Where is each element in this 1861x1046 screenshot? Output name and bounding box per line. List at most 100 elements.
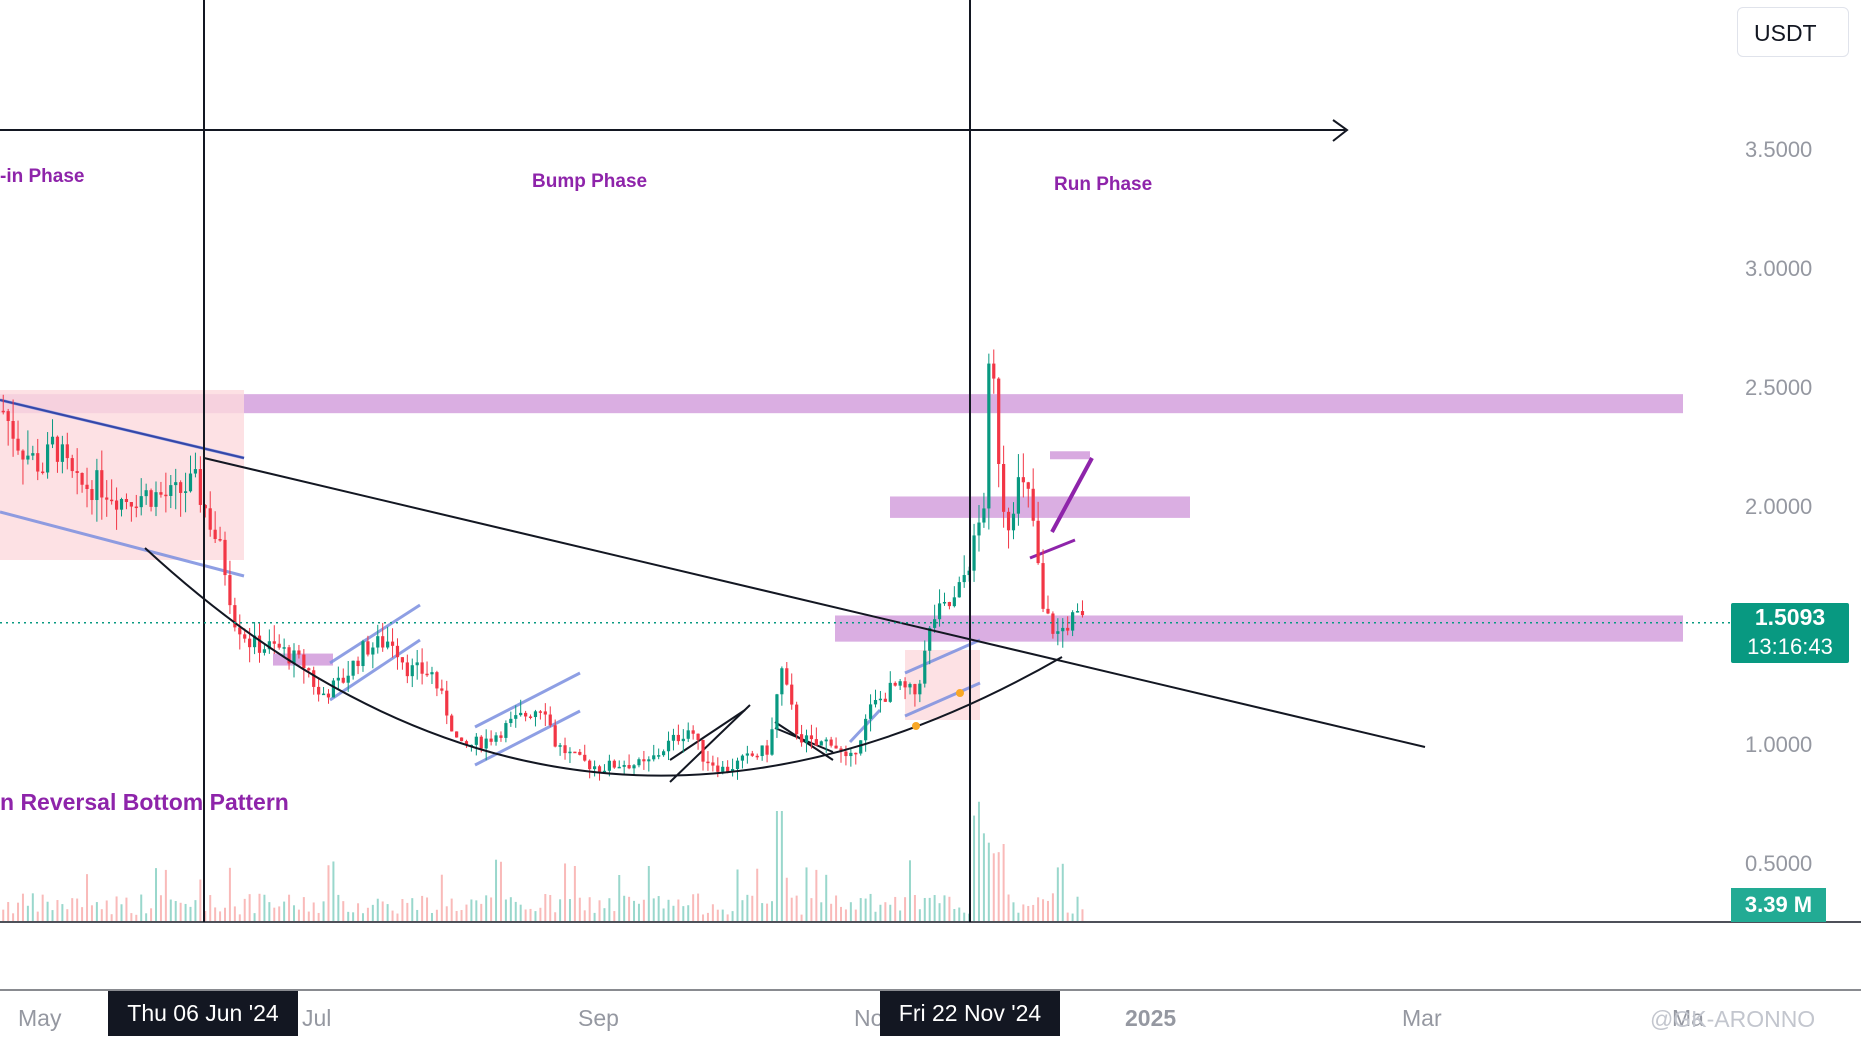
candle-body <box>809 735 814 740</box>
volume-bar <box>894 896 897 921</box>
candle-body <box>464 741 469 745</box>
volume-bar <box>51 910 54 921</box>
volume-bar <box>706 912 709 921</box>
wedge-line <box>669 709 746 761</box>
candle-body <box>844 751 848 757</box>
candle-body <box>95 470 99 501</box>
volume-bar <box>189 906 192 921</box>
candle-body <box>356 660 360 667</box>
volume-bar <box>396 913 399 921</box>
candle-body <box>484 738 488 749</box>
volume-bar <box>603 908 606 921</box>
volume-bar <box>544 894 547 921</box>
volume-bar <box>874 911 877 921</box>
candle-body <box>657 755 661 757</box>
volume-bar <box>135 914 138 921</box>
candle-body <box>474 736 478 745</box>
volume-bar <box>194 900 197 921</box>
volume-bar <box>771 901 774 921</box>
channel-zone <box>905 650 980 720</box>
candle-body <box>36 453 40 472</box>
candle-body <box>947 601 952 607</box>
volume-bar <box>224 907 226 921</box>
volume-bar <box>169 899 172 921</box>
price-axis: 3.5000 3.0000 2.5000 2.0000 1.0000 0.5000 <box>1745 137 1812 876</box>
candle-body <box>524 712 528 717</box>
volume-bar <box>746 894 749 921</box>
candle-body <box>459 737 464 742</box>
volume-bar <box>440 874 443 921</box>
candle-body <box>528 716 533 718</box>
candle-body <box>602 770 607 773</box>
candle-body <box>208 508 212 530</box>
volume-bars <box>2 801 1084 921</box>
volume-bar <box>992 853 995 921</box>
candle-body <box>114 500 119 510</box>
candle-body <box>1056 631 1060 634</box>
volume-bar <box>815 869 818 921</box>
candle-body <box>804 735 809 743</box>
volume-bar <box>1061 863 1064 921</box>
candle-body <box>617 766 621 769</box>
volume-bar <box>426 897 429 921</box>
volume-bar <box>204 910 207 921</box>
candle-body <box>139 496 143 508</box>
volume-bar <box>1051 893 1054 921</box>
volume-bar <box>1017 912 1020 921</box>
volume-bar <box>800 914 803 921</box>
volume-bar <box>470 899 473 921</box>
flag-line <box>1050 457 1094 533</box>
volume-bar <box>317 912 320 921</box>
candle-body <box>119 498 124 510</box>
volume-bar <box>430 912 433 921</box>
candle-body <box>6 411 10 421</box>
volume-bar <box>155 868 158 921</box>
candle-body <box>252 635 257 648</box>
phase-label: -in Phase <box>0 166 84 187</box>
candle-body <box>661 751 666 756</box>
channel-line <box>474 671 581 729</box>
volume-bar <box>1012 902 1015 921</box>
volume-bar <box>386 904 389 921</box>
volume-bar <box>519 904 522 921</box>
volume-bar <box>347 911 350 921</box>
candle-body <box>942 601 947 604</box>
volume-bar <box>273 907 276 921</box>
volume-bar <box>480 903 483 921</box>
candle-body <box>888 682 892 702</box>
candle-body <box>982 508 986 523</box>
candle-body <box>1036 520 1040 564</box>
volume-bar <box>145 913 148 921</box>
volume-bar <box>1042 899 1045 921</box>
time-tick-label: 2025 <box>1125 1005 1176 1031</box>
candle-body <box>519 712 523 716</box>
volume-bar <box>879 904 882 921</box>
volume-bar <box>150 908 153 921</box>
candle-body <box>898 681 902 686</box>
currency-button[interactable]: USDT <box>1737 7 1849 57</box>
volume-bar <box>958 907 961 921</box>
volume-bar <box>238 914 241 921</box>
volume-bar <box>780 811 783 921</box>
volume-bar <box>357 903 360 921</box>
candle-body <box>65 444 69 459</box>
candle-body <box>913 684 917 695</box>
volume-bar <box>953 909 956 921</box>
volume-bar <box>899 910 902 921</box>
volume-bar <box>125 897 128 921</box>
trend-lines <box>0 0 1861 991</box>
volume-bar <box>445 906 448 921</box>
resistance-zone <box>890 496 1190 518</box>
candle-body <box>730 769 735 772</box>
volume-bar <box>1056 867 1059 921</box>
candle-body <box>637 759 641 766</box>
volume-bar <box>95 902 98 921</box>
candle-body <box>735 760 740 770</box>
candle-body <box>957 582 961 598</box>
volume-bar <box>288 894 291 921</box>
candle-body <box>292 650 296 664</box>
candle-body <box>430 672 434 675</box>
channel-zone <box>0 390 244 560</box>
candle-body <box>642 759 646 762</box>
